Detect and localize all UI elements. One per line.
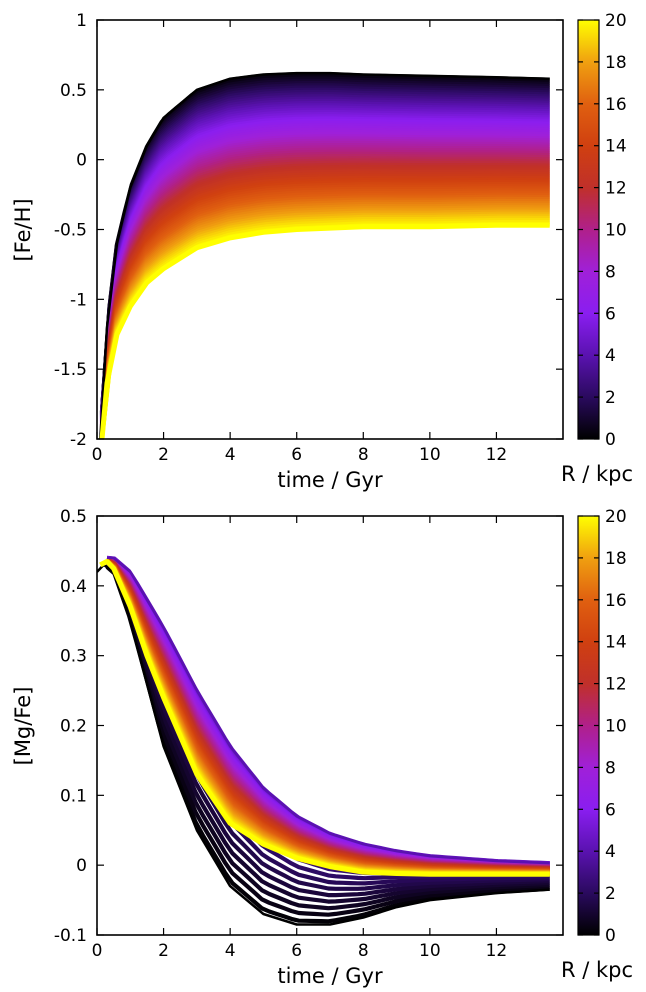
fe-h-y-tick-label: -2: [70, 430, 87, 450]
fe-h-colorbar-tick-label: 0: [605, 430, 616, 450]
mg-fe-colorbar-tick-label: 2: [605, 884, 616, 904]
fe-h-x-ticks: 0 2 4 6 8 10 12: [92, 20, 508, 465]
mg-fe-y-tick-label: 0.4: [60, 577, 87, 597]
mg-fe-colorbar-tick-label: 8: [605, 758, 616, 778]
fe-h-y-tick-label: -1: [70, 290, 87, 310]
mg-fe-plot-area: [97, 555, 550, 926]
mg-fe-colorbar-tick-label: 4: [605, 842, 616, 862]
mg-fe-colorbar-tick-label: 16: [605, 591, 627, 611]
fe-h-x-tick-label: 10: [419, 445, 441, 465]
fe-h-colorbar-ticks: 0 2 4 6 8 10 12 14 16 18 20: [578, 11, 627, 450]
mg-fe-y-tick-label: 0.3: [60, 647, 87, 667]
fe-h-y-axis-label: [Fe/H]: [11, 198, 35, 261]
mg-fe-panel: 0 2 4 6 8 10 12 -0.100.10.20.30.40.5 time / Gy…: [11, 507, 633, 988]
mg-fe-x-tick-label: 12: [486, 941, 508, 961]
mg-fe-x-tick-label: 8: [358, 941, 369, 961]
mg-fe-x-tick-label: 6: [291, 941, 302, 961]
mg-fe-y-tick-label: 0.1: [60, 786, 87, 806]
fe-h-colorbar-tick-label: 14: [605, 137, 627, 157]
fe-h-x-axis-label: time / Gyr: [277, 468, 383, 492]
mg-fe-x-axis-label: time / Gyr: [277, 964, 383, 988]
mg-fe-colorbar-tick-label: 0: [605, 926, 616, 946]
mg-fe-colorbar-tick-label: 12: [605, 675, 627, 695]
mg-fe-radius-track-1: [105, 564, 550, 917]
mg-fe-x-tick-label: 10: [419, 941, 441, 961]
mg-fe-y-axis-label: [Mg/Fe]: [11, 687, 35, 766]
mg-fe-colorbar-tick-label: 14: [605, 633, 627, 653]
fe-h-plot-area: [99, 71, 550, 439]
fe-h-series-line-1: [99, 222, 550, 439]
fe-h-x-tick-label: 6: [291, 445, 302, 465]
fe-h-y-tick-label: 1: [76, 11, 87, 31]
mg-fe-colorbar-tick-label: 18: [605, 549, 627, 569]
fe-h-colorbar-tick-label: 18: [605, 53, 627, 73]
fe-h-x-tick-label: 0: [92, 445, 103, 465]
mg-fe-radius-track-3: [105, 563, 550, 904]
mg-fe-x-ticks: 0 2 4 6 8 10 12: [92, 516, 508, 961]
mg-fe-colorbar-tick-label: 6: [605, 800, 616, 820]
fe-h-colorbar-tick-label: 10: [605, 221, 627, 241]
mg-fe-colorbar-ticks: 0 2 4 6 8 10 12 14 16 18 20: [578, 507, 627, 946]
fe-h-y-tick-label: 0: [76, 151, 87, 171]
fe-h-series-line-0: [99, 71, 550, 439]
fe-h-colorbar-tick-label: 12: [605, 179, 627, 199]
fe-h-x-tick-label: 8: [358, 445, 369, 465]
mg-fe-y-tick-label: -0.1: [54, 926, 87, 946]
fe-h-y-ticks: -2 -1.5 -1 -0.5 0 0.5 1: [54, 11, 563, 450]
mg-fe-radius-track-0: [105, 565, 550, 924]
fe-h-y-tick-label: -1.5: [54, 360, 87, 380]
fe-h-y-tick-label: -0.5: [54, 221, 87, 241]
mg-fe-y-ticks: -0.1 0 0.1 0.2 0.3 0.4 0.5: [54, 507, 563, 946]
mg-fe-series-line-0: [97, 563, 550, 926]
fe-h-colorbar-tick-label: 20: [605, 11, 627, 31]
mg-fe-x-tick-label: 4: [225, 941, 236, 961]
mg-fe-colorbar-tick-label: 10: [605, 717, 627, 737]
fe-h-x-tick-label: 4: [225, 445, 236, 465]
fe-h-colorbar-tick-label: 16: [605, 95, 627, 115]
fe-h-y-tick-label: 0.5: [60, 81, 87, 101]
fe-h-x-tick-label: 12: [486, 445, 508, 465]
mg-fe-colorbar-tick-label: 20: [605, 507, 627, 527]
fe-h-x-tick-label: 2: [158, 445, 169, 465]
fe-h-colorbar-label: R / kpc: [561, 462, 633, 486]
mg-fe-y-tick-label: 0: [76, 856, 87, 876]
mg-fe-series-line-2: [107, 556, 550, 865]
fe-h-panel: 0 2 4 6 8 10 12 -2 -1.5 -1 -0.5 0 0.5 1 time / Gyr […: [11, 11, 633, 492]
fe-h-colorbar-tick-label: 6: [605, 304, 616, 324]
fe-h-colorbar-tick-label: 2: [605, 388, 616, 408]
mg-fe-y-tick-label: 0.2: [60, 717, 87, 737]
mg-fe-x-tick-label: 0: [92, 941, 103, 961]
mg-fe-x-tick-label: 2: [158, 941, 169, 961]
mg-fe-radius-track-2: [105, 563, 550, 911]
mg-fe-colorbar-label: R / kpc: [561, 958, 633, 982]
mg-fe-radius-track-4: [105, 562, 550, 898]
mg-fe-series-line-1: [99, 558, 550, 877]
mg-fe-y-tick-label: 0.5: [60, 507, 87, 527]
fe-h-colorbar-tick-label: 8: [605, 262, 616, 282]
fe-h-colorbar-tick-label: 4: [605, 346, 616, 366]
